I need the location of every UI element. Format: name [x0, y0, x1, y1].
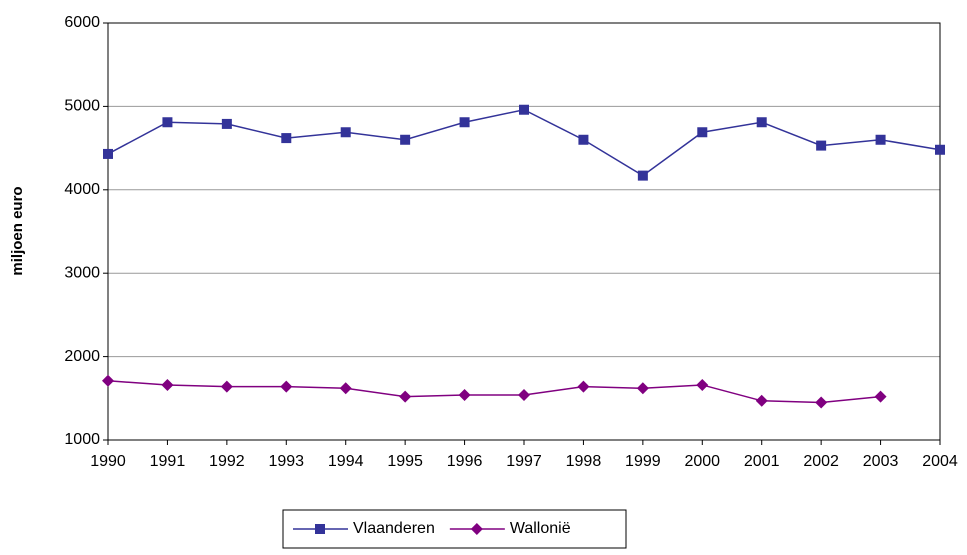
y-tick-label: 1000: [64, 431, 100, 448]
y-tick-label: 4000: [64, 181, 100, 198]
legend-label: Wallonië: [510, 520, 571, 537]
marker: [697, 127, 708, 138]
x-tick-label: 2004: [922, 453, 958, 470]
marker: [161, 378, 174, 391]
x-tick-label: 1990: [90, 453, 126, 470]
marker: [637, 170, 648, 181]
marker: [340, 127, 351, 138]
marker: [399, 390, 412, 403]
marker: [400, 134, 411, 145]
x-tick-label: 1994: [328, 453, 364, 470]
marker: [221, 118, 232, 129]
x-tick-label: 1999: [625, 453, 661, 470]
marker: [577, 380, 590, 393]
x-tick-label: 1996: [447, 453, 483, 470]
marker: [578, 134, 589, 145]
x-tick-label: 1991: [150, 453, 186, 470]
y-tick-label: 5000: [64, 98, 100, 115]
x-tick-label: 2002: [803, 453, 839, 470]
marker: [280, 380, 293, 393]
marker: [220, 380, 233, 393]
plot-border: [107, 22, 941, 441]
y-tick-label: 2000: [64, 348, 100, 365]
marker: [459, 117, 470, 128]
y-tick-label: 3000: [64, 264, 100, 281]
x-tick-label: 1992: [209, 453, 245, 470]
marker: [458, 388, 471, 401]
marker: [102, 374, 114, 387]
marker: [696, 378, 709, 391]
x-tick-label: 2000: [684, 453, 720, 470]
x-tick-label: 2001: [744, 453, 780, 470]
x-tick-label: 1998: [566, 453, 602, 470]
marker: [874, 390, 887, 403]
legend-label: Vlaanderen: [353, 520, 435, 537]
marker: [875, 134, 886, 145]
marker: [518, 388, 530, 401]
x-tick-label: 1995: [387, 453, 423, 470]
marker: [315, 524, 325, 534]
marker: [281, 133, 292, 144]
marker: [636, 382, 649, 395]
marker: [816, 140, 827, 151]
series-line: [107, 108, 941, 177]
series-line: [107, 380, 881, 404]
y-tick-label: 6000: [64, 14, 100, 31]
x-tick-label: 1993: [268, 453, 304, 470]
marker: [103, 148, 113, 159]
x-tick-label: 1997: [506, 453, 542, 470]
marker: [339, 382, 352, 395]
y-axis-label: miljoen euro: [9, 186, 26, 275]
marker: [935, 144, 945, 155]
x-tick-label: 2003: [863, 453, 899, 470]
marker: [519, 104, 529, 115]
marker: [755, 394, 768, 407]
marker: [756, 117, 767, 128]
marker: [162, 117, 173, 128]
marker: [470, 523, 483, 535]
marker: [815, 396, 828, 409]
